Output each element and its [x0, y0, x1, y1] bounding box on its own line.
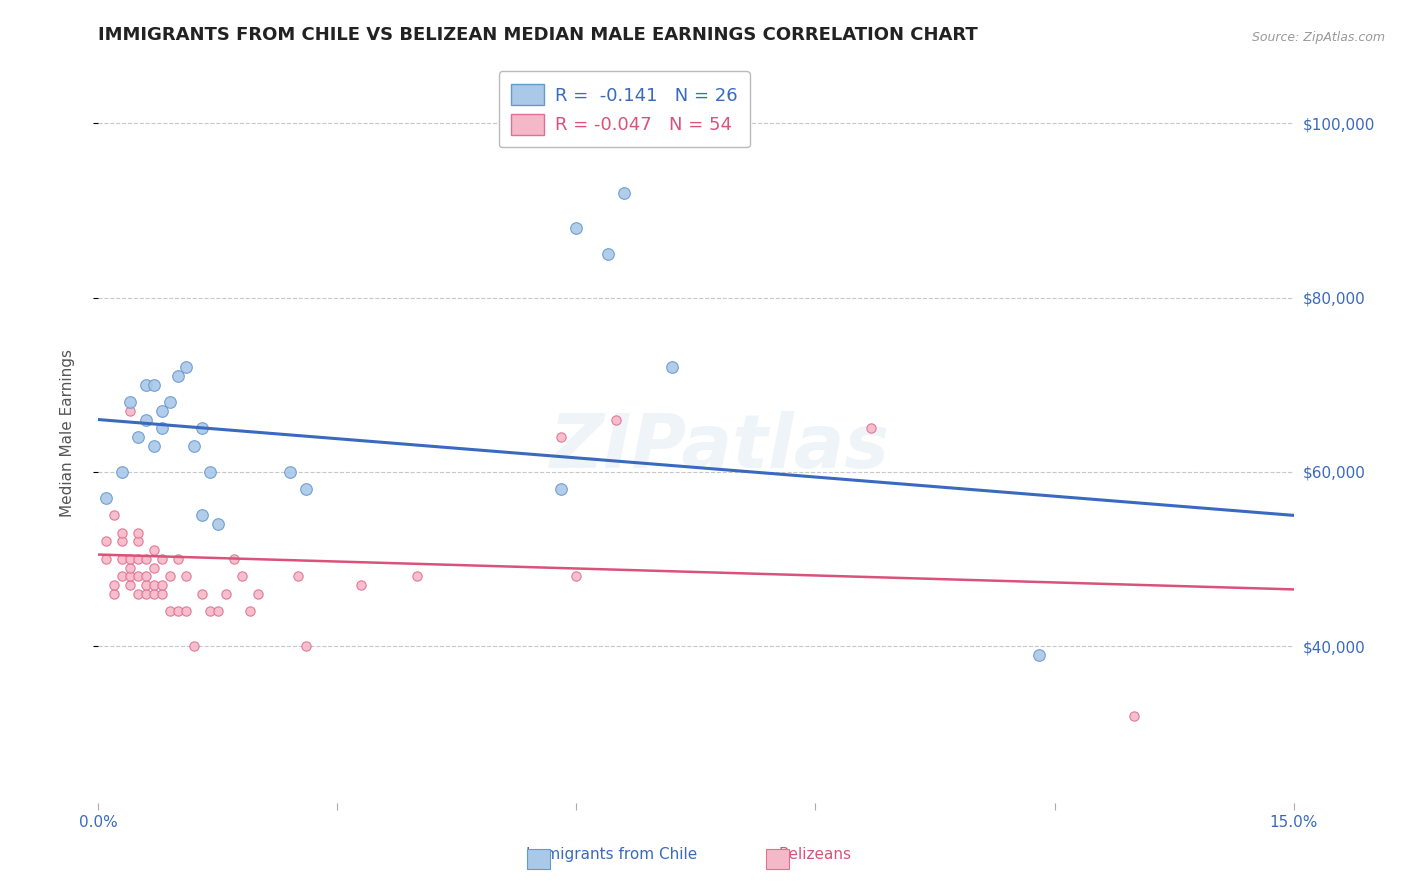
Point — [174, 604, 197, 618]
Point — [239, 604, 262, 618]
Point — [150, 587, 173, 601]
Point — [605, 412, 627, 426]
Point — [120, 578, 142, 592]
Point — [183, 439, 205, 453]
Point — [198, 465, 221, 479]
Point — [111, 465, 134, 479]
Point — [111, 569, 134, 583]
Point — [159, 604, 181, 618]
Point — [167, 552, 190, 566]
Point — [135, 578, 157, 592]
Point — [143, 377, 166, 392]
Point — [207, 604, 229, 618]
Point — [96, 552, 118, 566]
Point — [111, 552, 134, 566]
Point — [174, 569, 197, 583]
Point — [1123, 708, 1146, 723]
Point — [613, 186, 636, 200]
Point — [222, 552, 245, 566]
Point — [294, 639, 316, 653]
Point — [127, 552, 149, 566]
Point — [1028, 648, 1050, 662]
Point — [143, 578, 166, 592]
Point — [103, 508, 125, 523]
Text: Source: ZipAtlas.com: Source: ZipAtlas.com — [1251, 31, 1385, 45]
Point — [120, 395, 142, 409]
Text: Belizeans: Belizeans — [779, 847, 852, 862]
Point — [598, 247, 620, 261]
Point — [96, 534, 118, 549]
Y-axis label: Median Male Earnings: Median Male Earnings — [60, 349, 75, 516]
Text: IMMIGRANTS FROM CHILE VS BELIZEAN MEDIAN MALE EARNINGS CORRELATION CHART: IMMIGRANTS FROM CHILE VS BELIZEAN MEDIAN… — [98, 26, 979, 45]
Point — [150, 404, 173, 418]
Point — [183, 639, 205, 653]
Point — [120, 552, 142, 566]
Point — [127, 569, 149, 583]
Point — [174, 360, 197, 375]
Point — [135, 569, 157, 583]
Point — [167, 604, 190, 618]
Point — [565, 221, 588, 235]
Text: ZIPatlas: ZIPatlas — [550, 411, 890, 484]
Legend: R =  -0.141   N = 26, R = -0.047   N = 54: R = -0.141 N = 26, R = -0.047 N = 54 — [499, 71, 749, 147]
Point — [143, 543, 166, 558]
Point — [127, 587, 149, 601]
Point — [215, 587, 238, 601]
Point — [231, 569, 253, 583]
Point — [120, 560, 142, 574]
Point — [127, 430, 149, 444]
Point — [120, 569, 142, 583]
Point — [350, 578, 373, 592]
Point — [294, 482, 316, 496]
Point — [96, 491, 118, 505]
Point — [150, 421, 173, 435]
Point — [120, 404, 142, 418]
Point — [191, 587, 214, 601]
Point — [191, 508, 214, 523]
Point — [135, 412, 157, 426]
Point — [127, 534, 149, 549]
Point — [135, 587, 157, 601]
Point — [198, 604, 221, 618]
Point — [111, 525, 134, 540]
Point — [150, 578, 173, 592]
Point — [135, 552, 157, 566]
Point — [860, 421, 883, 435]
Point — [111, 534, 134, 549]
Point — [207, 517, 229, 532]
Point — [287, 569, 309, 583]
Point — [143, 587, 166, 601]
Point — [565, 569, 588, 583]
Point — [661, 360, 683, 375]
Point — [135, 377, 157, 392]
Text: Immigrants from Chile: Immigrants from Chile — [526, 847, 697, 862]
Point — [246, 587, 269, 601]
Point — [550, 482, 572, 496]
Point — [143, 560, 166, 574]
Point — [406, 569, 429, 583]
Point — [550, 430, 572, 444]
Point — [159, 395, 181, 409]
Point — [150, 552, 173, 566]
Point — [167, 369, 190, 384]
Point — [127, 525, 149, 540]
Point — [103, 578, 125, 592]
Point — [103, 587, 125, 601]
Point — [159, 569, 181, 583]
Point — [143, 439, 166, 453]
Point — [278, 465, 301, 479]
Point — [191, 421, 214, 435]
